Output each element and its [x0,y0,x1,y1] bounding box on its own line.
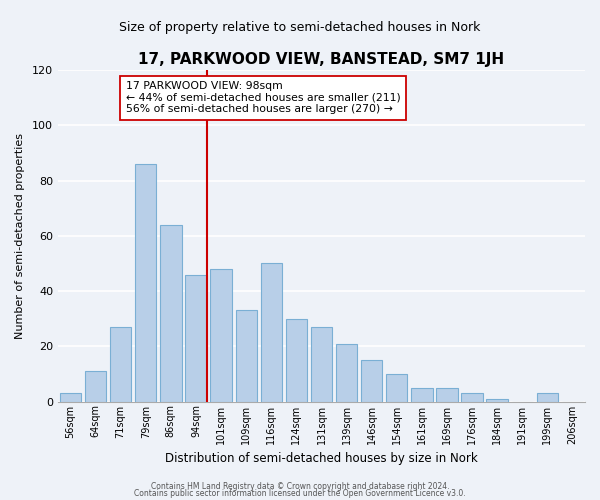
Bar [461,394,483,402]
Bar [110,327,131,402]
Bar [185,274,206,402]
Bar [260,264,282,402]
Bar [386,374,407,402]
Bar [135,164,157,402]
Bar [536,394,558,402]
Bar [211,269,232,402]
Text: Contains public sector information licensed under the Open Government Licence v3: Contains public sector information licen… [134,490,466,498]
Bar [487,399,508,402]
Bar [160,225,182,402]
Text: Contains HM Land Registry data © Crown copyright and database right 2024.: Contains HM Land Registry data © Crown c… [151,482,449,491]
Bar [361,360,382,402]
Bar [60,394,81,402]
X-axis label: Distribution of semi-detached houses by size in Nork: Distribution of semi-detached houses by … [165,452,478,465]
Bar [411,388,433,402]
Text: Size of property relative to semi-detached houses in Nork: Size of property relative to semi-detach… [119,22,481,35]
Bar [311,327,332,402]
Bar [85,371,106,402]
Text: 17 PARKWOOD VIEW: 98sqm
← 44% of semi-detached houses are smaller (211)
56% of s: 17 PARKWOOD VIEW: 98sqm ← 44% of semi-de… [125,81,400,114]
Title: 17, PARKWOOD VIEW, BANSTEAD, SM7 1JH: 17, PARKWOOD VIEW, BANSTEAD, SM7 1JH [139,52,505,68]
Bar [436,388,458,402]
Bar [336,344,357,402]
Y-axis label: Number of semi-detached properties: Number of semi-detached properties [15,133,25,339]
Bar [286,318,307,402]
Bar [236,310,257,402]
